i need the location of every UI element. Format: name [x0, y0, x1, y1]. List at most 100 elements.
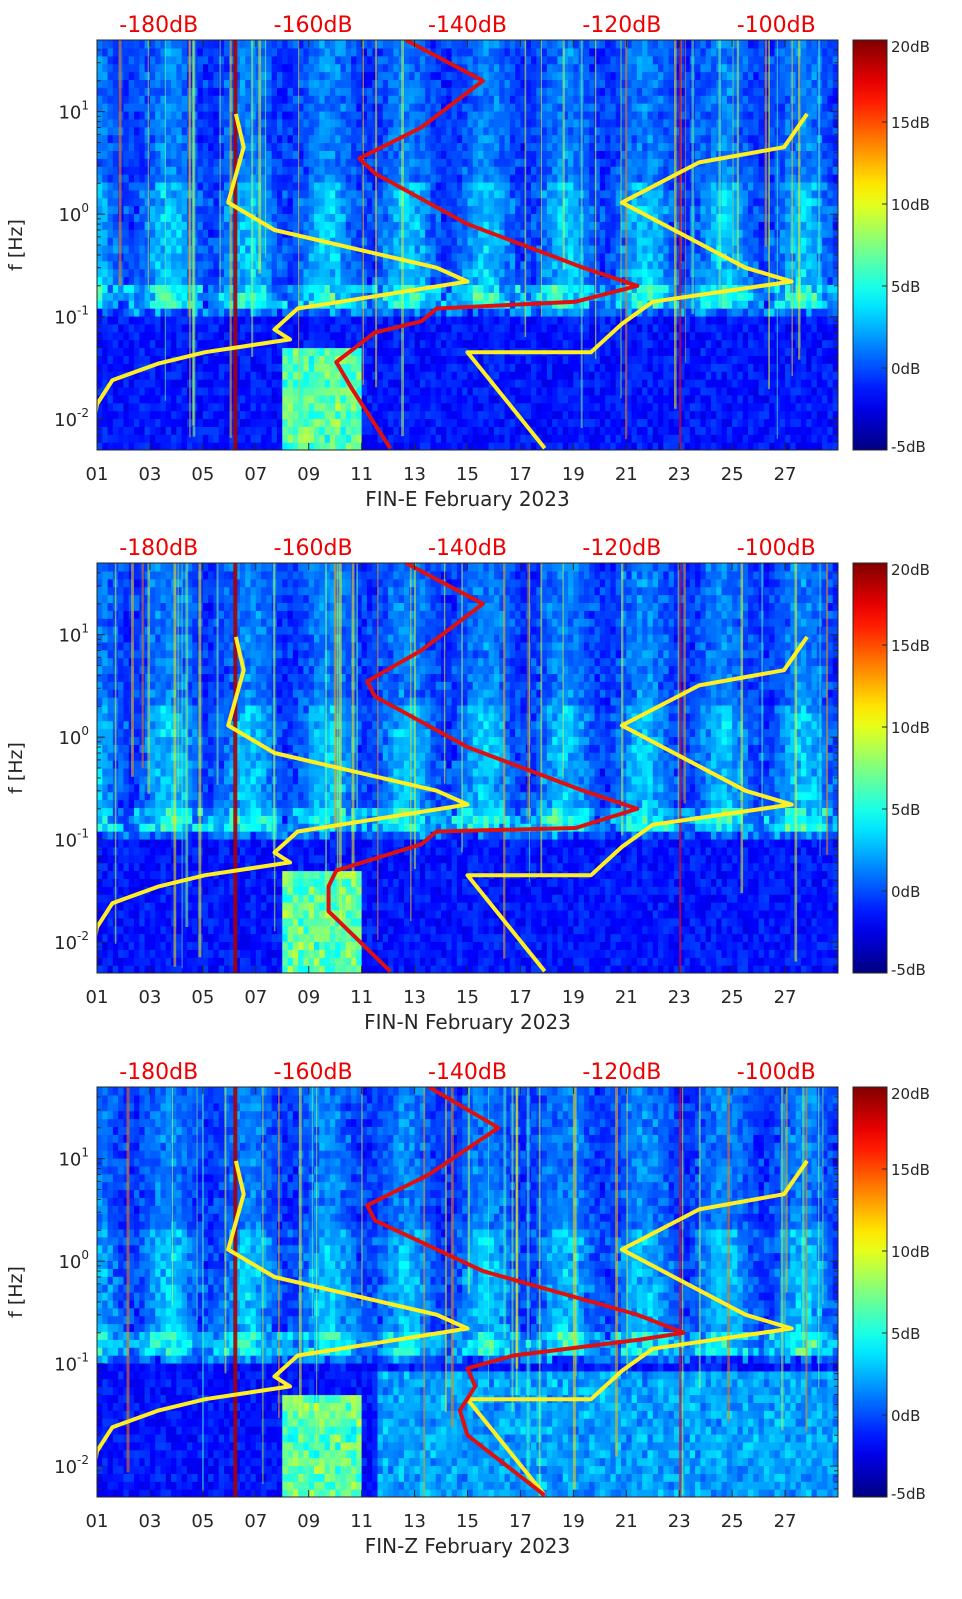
spectrogram-cell	[573, 166, 580, 175]
spectrogram-cell	[255, 394, 262, 404]
spectrogram-cell	[292, 315, 299, 325]
spectrogram-cell	[351, 442, 357, 450]
spectrogram-cell	[361, 189, 368, 199]
spectrogram-cell	[520, 134, 527, 144]
spectrogram-cell	[478, 442, 484, 450]
spectrogram-cell	[261, 63, 267, 73]
spectrogram-cell	[329, 292, 336, 301]
spectrogram-cell	[144, 205, 151, 215]
spectrogram-cell	[361, 103, 368, 112]
spectrogram-cell	[435, 142, 442, 151]
spectrogram-cell	[107, 142, 114, 151]
spectrogram-cell	[123, 245, 130, 254]
spectrogram-cell	[573, 174, 580, 183]
spectrogram-cell	[102, 174, 109, 183]
spectrogram-cell	[541, 181, 548, 191]
spectrogram-cell	[499, 103, 506, 112]
spectrogram-cell	[261, 315, 267, 325]
spectrogram-cell	[276, 229, 283, 238]
spectrogram-cell	[282, 158, 289, 167]
spectrogram-cell	[536, 268, 543, 278]
spectrogram-cell	[356, 197, 363, 207]
spectrogram-cell	[435, 284, 442, 293]
spectrogram-cell	[292, 331, 299, 341]
spectrogram-cell	[536, 71, 543, 81]
spectrogram-cell	[546, 103, 553, 112]
spectrogram-cell	[366, 40, 373, 49]
spectrogram-cell	[472, 142, 479, 151]
spectrogram-cell	[393, 347, 400, 356]
spectrogram-cell	[144, 158, 151, 167]
spectrogram-cell	[562, 213, 569, 222]
spectrogram-cell	[366, 284, 373, 293]
spectrogram-cell	[393, 442, 400, 450]
spectrogram-cell	[155, 268, 162, 278]
spectrogram-cell	[536, 284, 543, 293]
spectrogram-cell	[430, 142, 437, 151]
spectrogram-cell	[308, 284, 315, 293]
spectrogram-cell	[499, 118, 506, 128]
spectrogram-cell	[298, 79, 305, 88]
spectrogram-cell	[562, 394, 569, 404]
spectrogram-cell	[245, 221, 252, 230]
spectrogram-cell	[176, 379, 183, 388]
spectrogram-cell	[546, 189, 553, 199]
spectrogram-cell	[202, 87, 209, 96]
spectrogram-cell	[388, 174, 394, 183]
spectrogram-cell	[208, 339, 215, 349]
spectrogram-cell	[393, 245, 400, 254]
spectrogram-cell	[557, 181, 564, 191]
spectrogram-cell	[451, 197, 458, 207]
spectrogram-cell	[171, 410, 177, 420]
spectrogram-cell	[382, 347, 389, 356]
spectrogram-cell	[181, 126, 188, 136]
spectrogram-cell	[536, 442, 543, 450]
spectrogram-cell	[472, 284, 479, 293]
spectrogram-cell	[213, 237, 220, 246]
spectrogram-cell	[218, 245, 225, 254]
spectrogram-cell	[165, 300, 172, 309]
spectrogram-cell	[493, 245, 500, 254]
spectrogram-cell	[509, 87, 516, 96]
spectrogram-cell	[234, 63, 241, 73]
spectrogram-cell	[525, 371, 532, 380]
spectrogram-cell	[403, 363, 410, 372]
spectrogram-cell	[531, 205, 537, 215]
spectrogram-cell	[134, 40, 140, 49]
spectrogram-cell	[366, 442, 373, 450]
spectrogram-cell	[155, 379, 162, 388]
spectrogram-cell	[123, 268, 130, 278]
spectrogram-cell	[102, 47, 109, 57]
spectrogram-cell	[552, 292, 559, 301]
spectrogram-cell	[181, 63, 188, 73]
spectrogram-cell	[234, 276, 241, 286]
spectrogram-cell	[441, 181, 447, 191]
spectrogram-cell	[308, 118, 315, 128]
spectrogram-cell	[261, 323, 267, 333]
spectrogram-cell	[97, 426, 103, 435]
spectrogram-cell	[165, 252, 172, 262]
spectrogram-cell	[430, 103, 437, 112]
spectrogram-cell	[181, 166, 188, 175]
spectrogram-cell	[583, 284, 590, 293]
spectrogram-cell	[441, 174, 447, 183]
spectrogram-cell	[515, 426, 522, 435]
spectrogram-cell	[123, 315, 130, 325]
spectrogram-cell	[139, 63, 146, 73]
spectrogram-cell	[435, 331, 442, 341]
spectrogram-cell	[239, 103, 246, 112]
spectrogram-cell	[171, 402, 177, 412]
spectrogram-cell	[377, 355, 384, 364]
spectrogram-cell	[102, 40, 109, 49]
spectrogram-cell	[388, 308, 394, 317]
spectrogram-cell	[213, 213, 220, 222]
spectrogram-cell	[520, 339, 527, 349]
spectrogram-cell	[356, 205, 363, 215]
spectrogram-cell	[128, 434, 135, 443]
spectrogram-cell	[546, 142, 553, 151]
spectrogram-cell	[171, 434, 177, 443]
spectrogram-cell	[536, 213, 543, 222]
spectrogram-cell	[128, 166, 135, 175]
spectrogram-cell	[583, 166, 590, 175]
spectrogram-cell	[335, 79, 342, 88]
